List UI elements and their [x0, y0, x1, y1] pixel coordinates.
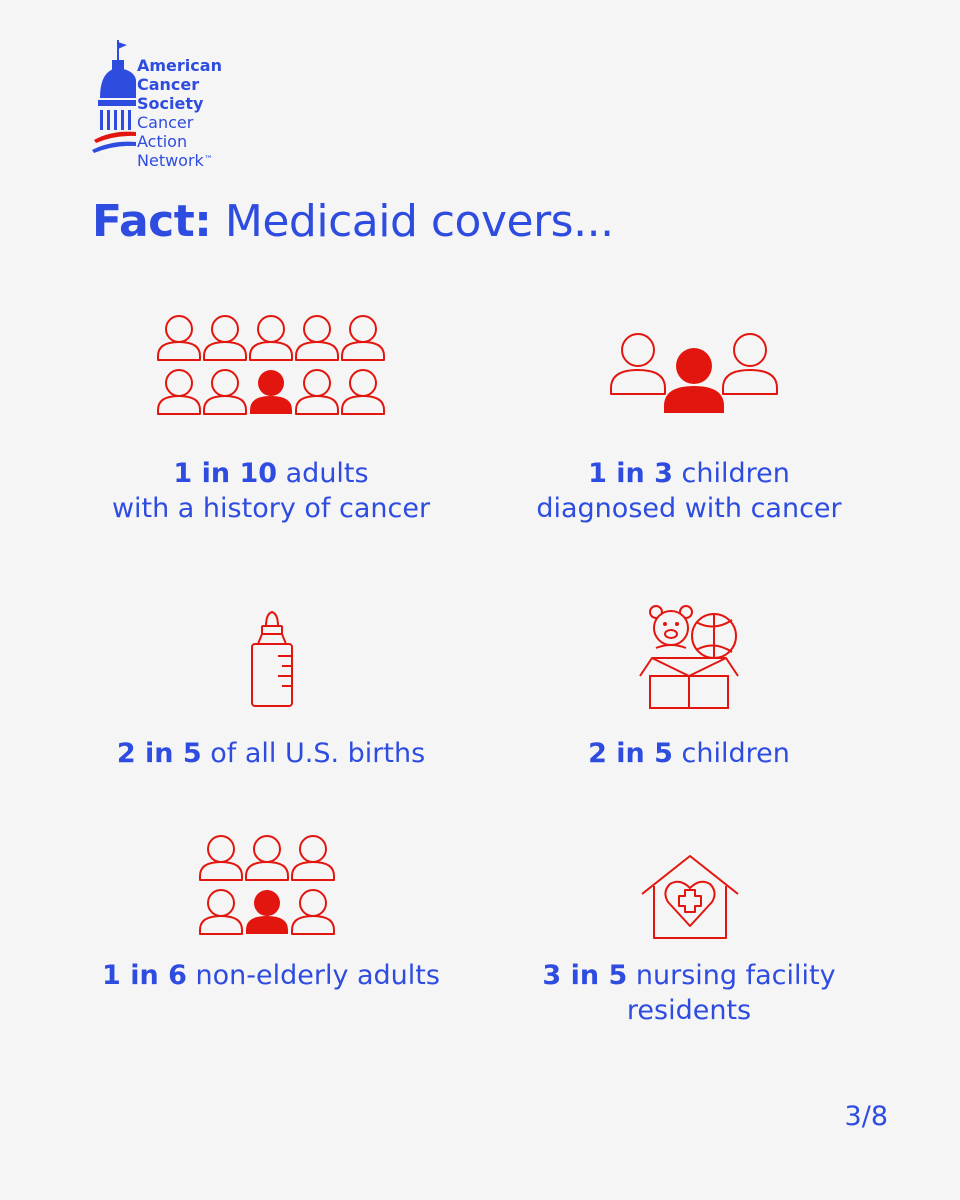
- stat-label-line2: diagnosed with cancer: [536, 493, 842, 524]
- baby-bottle-icon: [251, 610, 293, 707]
- stat-label: non-elderly adults: [186, 960, 440, 991]
- stat-number: 1 in 6: [102, 960, 187, 991]
- stat-number: 2 in 5: [588, 738, 673, 769]
- title-rest: Medicaid covers...: [211, 196, 614, 247]
- stat-label: children: [672, 738, 790, 769]
- stat-adults-history: 1 in 10 adults with a history of cancer: [61, 456, 481, 526]
- logo-line-cancer-2: Cancer: [137, 113, 194, 132]
- stat-label: of all U.S. births: [201, 738, 426, 769]
- logo-line-action: Action: [137, 132, 188, 151]
- adults-group-icon: [157, 315, 385, 415]
- page-title: Fact: Medicaid covers...: [92, 196, 614, 247]
- stat-number: 1 in 3: [588, 458, 673, 489]
- title-fact: Fact:: [92, 196, 212, 247]
- stat-number: 3 in 5: [542, 960, 628, 991]
- stat-label-line2: residents: [626, 995, 752, 1026]
- capitol-dome-icon: [92, 40, 136, 153]
- logo-line-society: Society: [137, 94, 204, 113]
- toy-box-icon: [639, 605, 739, 709]
- logo-line-network: Network: [137, 151, 204, 170]
- stat-nursing-residents: 3 in 5 nursing facility residents: [479, 958, 899, 1028]
- page-number: 3/8: [844, 1101, 888, 1132]
- six-people-icon: [199, 835, 335, 935]
- three-people-icon: [610, 333, 778, 413]
- stat-label: adults: [277, 458, 369, 489]
- stat-children-diagnosed: 1 in 3 children diagnosed with cancer: [479, 456, 899, 526]
- acs-can-logo: American Cancer Society Cancer Action Ne…: [92, 40, 242, 170]
- stat-number: 1 in 10: [173, 458, 278, 489]
- stat-children: 2 in 5 children: [479, 736, 899, 771]
- trademark-symbol: ™: [203, 155, 213, 165]
- stat-number: 2 in 5: [116, 738, 202, 769]
- care-home-icon: [641, 855, 739, 939]
- stat-non-elderly-adults: 1 in 6 non-elderly adults: [61, 958, 481, 993]
- logo-line-american: American: [137, 56, 222, 75]
- stat-us-births: 2 in 5 of all U.S. births: [61, 736, 481, 771]
- stat-label: nursing facility: [627, 960, 836, 991]
- logo-line-cancer: Cancer: [137, 75, 200, 94]
- stat-label: children: [672, 458, 790, 489]
- stat-label-line2: with a history of cancer: [111, 493, 431, 524]
